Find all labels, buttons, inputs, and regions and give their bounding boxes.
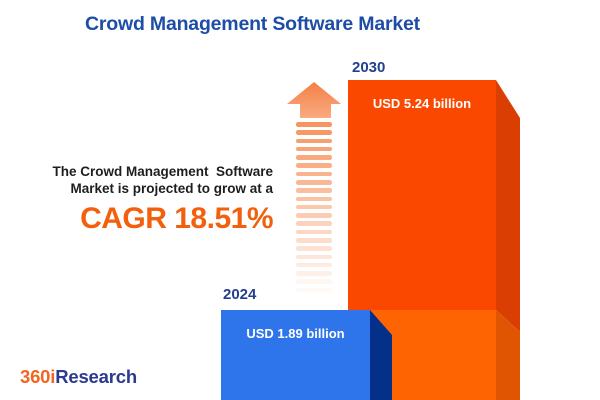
bar-2030-side-upper [496,80,520,332]
arrow-stripe [296,146,332,152]
arrow-stripe [296,271,332,276]
arrow-stripe [296,155,332,160]
year-label-2024: 2024 [223,286,257,303]
bar-2030-side-lower [496,310,520,400]
page-title: Crowd Management Software Market [85,13,420,35]
arrow-stripe [296,254,332,260]
market-tagline: The Crowd Management Software Market is … [52,164,273,196]
brand-logo: 360iResearch [20,366,137,388]
bar-value-2024: USD 1.89 billion [246,326,345,341]
arrow-stripe [296,246,332,251]
arrow-stripe [296,237,332,243]
arrow-stripe [296,188,332,193]
arrow-stripe [296,262,332,268]
brand-logo-research: Research [55,366,137,387]
arrow-stripe [296,213,332,218]
growth-arrow-stripes [296,122,332,298]
arrow-stripe [296,204,332,210]
arrow-stripe [296,130,332,135]
arrow-stripe [296,279,332,284]
bar-2024-front [221,310,370,400]
bar-2024-side [370,310,392,400]
arrow-stripe [296,196,332,202]
arrow-stripe [296,221,332,226]
bar-2030-front-upper [348,80,496,310]
arrow-stripe [296,138,332,144]
arrow-stripe [296,171,332,177]
arrow-stripe [296,287,332,293]
year-label-2030: 2030 [352,59,386,76]
growth-arrow-icon [287,82,341,118]
arrow-stripe [296,229,332,235]
cagr-value: CAGR 18.51% [80,202,273,235]
brand-logo-360i: 360i [20,366,56,387]
arrow-stripe [296,163,332,168]
arrow-stripe [296,122,332,127]
bar-value-2030: USD 5.24 billion [372,96,472,111]
arrow-stripe [296,179,332,185]
